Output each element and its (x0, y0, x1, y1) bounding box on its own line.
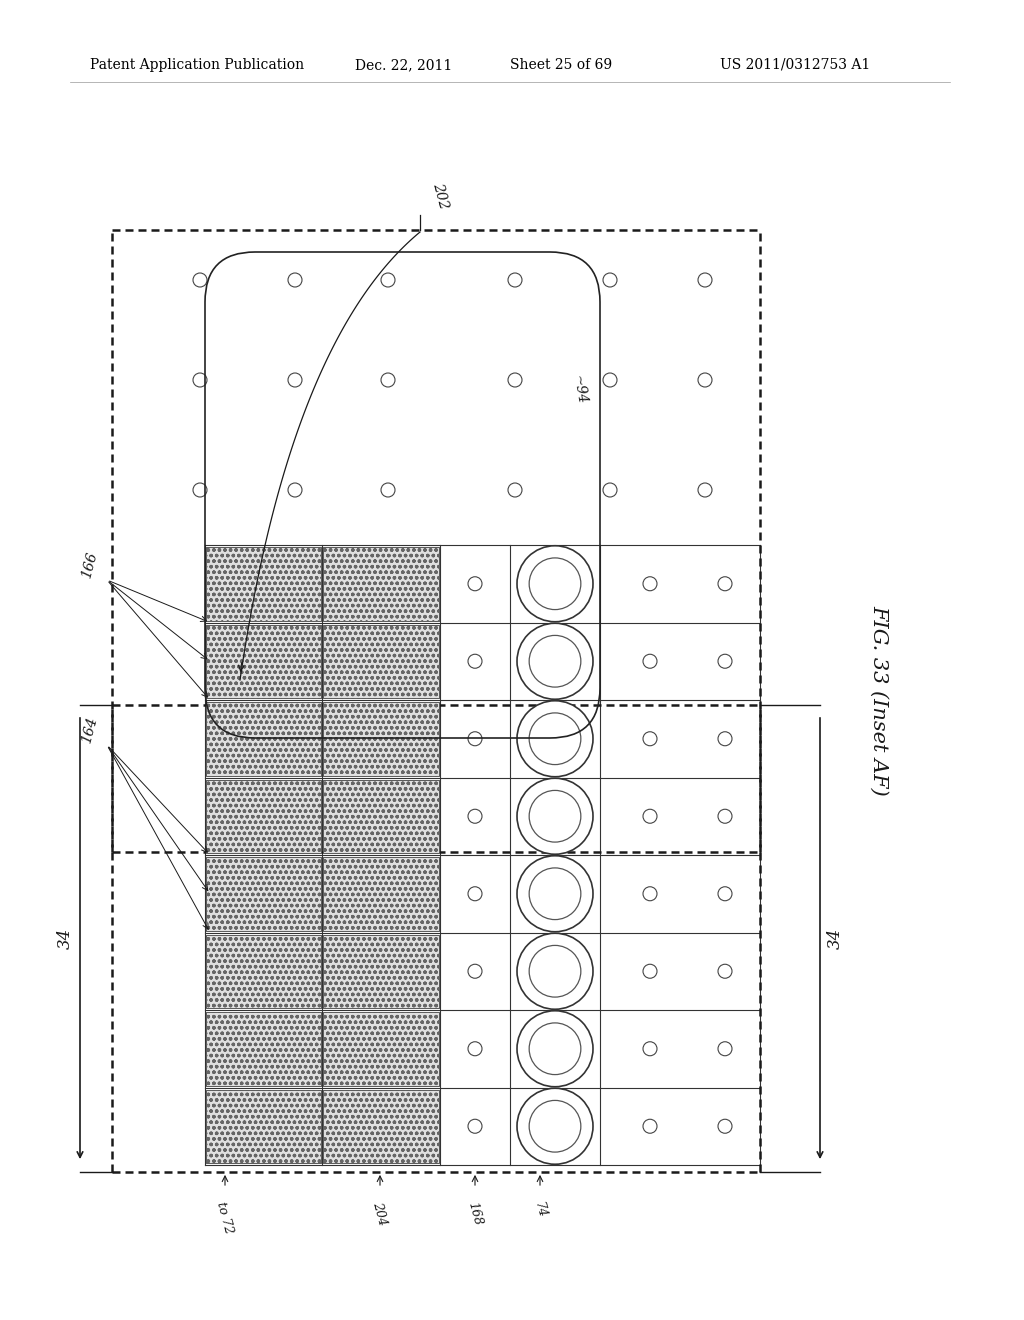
Text: 74: 74 (531, 1200, 548, 1218)
Text: 166: 166 (80, 550, 100, 579)
Bar (323, 1012, 439, 1085)
Bar (323, 935, 439, 1008)
Text: US 2011/0312753 A1: US 2011/0312753 A1 (720, 58, 870, 73)
Circle shape (517, 1088, 593, 1164)
Bar (206, 857, 321, 931)
Circle shape (517, 623, 593, 700)
Text: Dec. 22, 2011: Dec. 22, 2011 (355, 58, 453, 73)
Text: 204: 204 (371, 1200, 389, 1226)
Circle shape (517, 855, 593, 932)
Bar (206, 780, 321, 853)
Text: 34: 34 (826, 928, 844, 949)
Bar (206, 1012, 321, 1085)
Circle shape (529, 713, 581, 764)
Circle shape (517, 1011, 593, 1086)
Bar (323, 1089, 439, 1163)
Bar (323, 1089, 439, 1163)
Bar (323, 1012, 439, 1085)
Circle shape (529, 1101, 581, 1152)
Bar (323, 780, 439, 853)
Circle shape (517, 545, 593, 622)
Text: 202: 202 (430, 181, 451, 210)
Circle shape (529, 945, 581, 997)
Text: Patent Application Publication: Patent Application Publication (90, 58, 304, 73)
Text: FIG. 33 (Inset AF): FIG. 33 (Inset AF) (870, 605, 889, 796)
Bar (323, 857, 439, 931)
Bar (206, 702, 321, 776)
Text: 34: 34 (56, 928, 74, 949)
Circle shape (529, 791, 581, 842)
Bar (323, 702, 439, 776)
Bar (323, 702, 439, 776)
Bar (206, 1089, 321, 1163)
Bar (206, 935, 321, 1008)
Circle shape (517, 933, 593, 1010)
Circle shape (517, 701, 593, 776)
Circle shape (529, 558, 581, 610)
Text: 164: 164 (80, 715, 100, 744)
Text: to 72: to 72 (214, 1200, 236, 1234)
Bar (206, 857, 321, 931)
Circle shape (529, 1023, 581, 1074)
Bar (206, 1089, 321, 1163)
Bar (323, 857, 439, 931)
Text: 168: 168 (466, 1200, 484, 1226)
Bar (323, 546, 439, 620)
Circle shape (517, 779, 593, 854)
Bar (206, 624, 321, 698)
Circle shape (529, 869, 581, 920)
Bar (206, 624, 321, 698)
Bar (206, 546, 321, 620)
Bar (323, 546, 439, 620)
Bar (206, 935, 321, 1008)
Bar (323, 780, 439, 853)
Bar (206, 1012, 321, 1085)
Text: Sheet 25 of 69: Sheet 25 of 69 (510, 58, 612, 73)
Bar (206, 702, 321, 776)
Circle shape (529, 635, 581, 688)
Bar (323, 935, 439, 1008)
Text: ~94: ~94 (570, 375, 589, 405)
Bar (323, 624, 439, 698)
Bar (206, 780, 321, 853)
Bar (206, 546, 321, 620)
Bar (323, 624, 439, 698)
